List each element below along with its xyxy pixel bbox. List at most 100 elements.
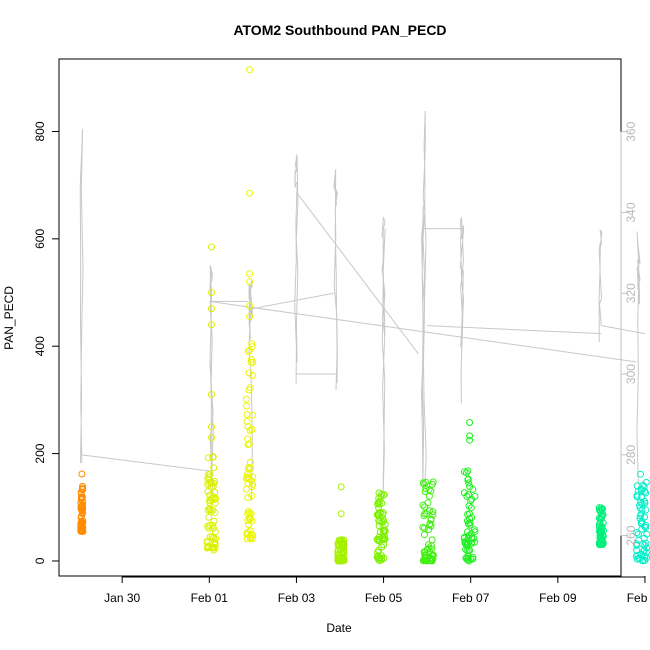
data-point (208, 423, 215, 431)
data-point (642, 506, 650, 514)
data-point (212, 495, 220, 502)
trace-segment (422, 110, 427, 487)
data-point (380, 491, 388, 499)
data-point (244, 348, 252, 355)
data-point (242, 395, 250, 403)
data-point (373, 535, 381, 543)
data-point (204, 471, 212, 479)
trace-segment (79, 128, 84, 464)
data-point (429, 478, 437, 486)
data-point (208, 544, 216, 552)
y2-tick-label: 320 (624, 283, 638, 303)
data-point (462, 545, 469, 553)
data-point (421, 556, 429, 564)
data-point (637, 470, 644, 478)
data-point (427, 515, 435, 523)
y-tick-label: 400 (33, 336, 47, 356)
data-point (244, 517, 252, 525)
data-point (463, 540, 471, 548)
y2-tick-label: 340 (624, 202, 638, 222)
data-point (208, 321, 215, 329)
data-point (637, 550, 645, 558)
data-point (378, 554, 385, 562)
y2-tick-label: 300 (624, 364, 638, 384)
data-point (636, 504, 644, 512)
data-point (246, 313, 254, 321)
points-layer (77, 66, 650, 565)
data-point (246, 346, 253, 354)
y2-tick-label: 260 (624, 525, 638, 545)
data-point (374, 500, 381, 508)
data-point (419, 523, 427, 531)
data-point (465, 491, 472, 499)
trace-segment (459, 217, 465, 404)
data-point (204, 488, 212, 495)
data-point (248, 340, 256, 348)
data-point (210, 495, 218, 503)
data-point (244, 435, 252, 443)
data-point (375, 489, 383, 497)
x-tick-label: Feb 11 (627, 591, 650, 605)
data-point (420, 480, 428, 488)
data-point (337, 510, 345, 518)
data-point (205, 473, 213, 481)
data-point (249, 411, 256, 419)
data-point (464, 556, 471, 564)
data-point (208, 289, 215, 296)
data-point (204, 454, 212, 462)
data-point (462, 469, 470, 477)
data-point (337, 483, 345, 491)
data-point (599, 532, 607, 540)
data-point (246, 278, 254, 286)
data-point (427, 522, 435, 530)
data-point (642, 524, 650, 532)
data-point (463, 517, 471, 525)
data-point (381, 535, 389, 543)
data-point (77, 502, 85, 510)
data-point (640, 534, 648, 542)
data-point (466, 419, 474, 426)
data-point (376, 528, 384, 536)
data-point (79, 501, 86, 509)
data-point (470, 526, 478, 534)
y2-tick-label: 360 (624, 121, 638, 141)
data-point (245, 369, 253, 377)
data-point (633, 491, 641, 499)
data-point (78, 470, 86, 478)
data-point (243, 535, 251, 543)
data-point (429, 511, 437, 519)
data-point (381, 532, 388, 540)
data-point (641, 552, 649, 560)
data-point (246, 302, 254, 310)
data-point (245, 521, 253, 528)
data-point (77, 505, 85, 513)
trace-connector (81, 454, 210, 472)
x-tick-label: Feb 09 (539, 591, 577, 605)
data-point (465, 532, 473, 540)
data-point (425, 544, 433, 552)
data-point (463, 528, 471, 536)
data-point (466, 483, 474, 491)
y-axis-label: PAN_PECD (2, 286, 16, 350)
data-point (637, 519, 645, 527)
data-point (209, 453, 217, 461)
data-point (421, 503, 429, 511)
data-point (428, 536, 436, 544)
data-point (374, 555, 382, 563)
x-tick-label: Feb 07 (452, 591, 490, 605)
data-point (210, 546, 218, 554)
data-point (246, 535, 254, 543)
x-tick-label: Jan 30 (104, 591, 140, 605)
data-point (467, 497, 475, 505)
data-point (211, 540, 219, 548)
data-point (243, 473, 251, 481)
data-point (79, 509, 87, 517)
chart-title: ATOM2 Southbound PAN_PECD (233, 22, 446, 38)
x-tick-label: Feb 01 (191, 591, 229, 605)
data-point (208, 533, 216, 541)
data-point (208, 479, 215, 487)
data-point (642, 478, 650, 486)
data-point (210, 517, 218, 525)
data-point (335, 550, 342, 558)
data-point (78, 524, 86, 532)
